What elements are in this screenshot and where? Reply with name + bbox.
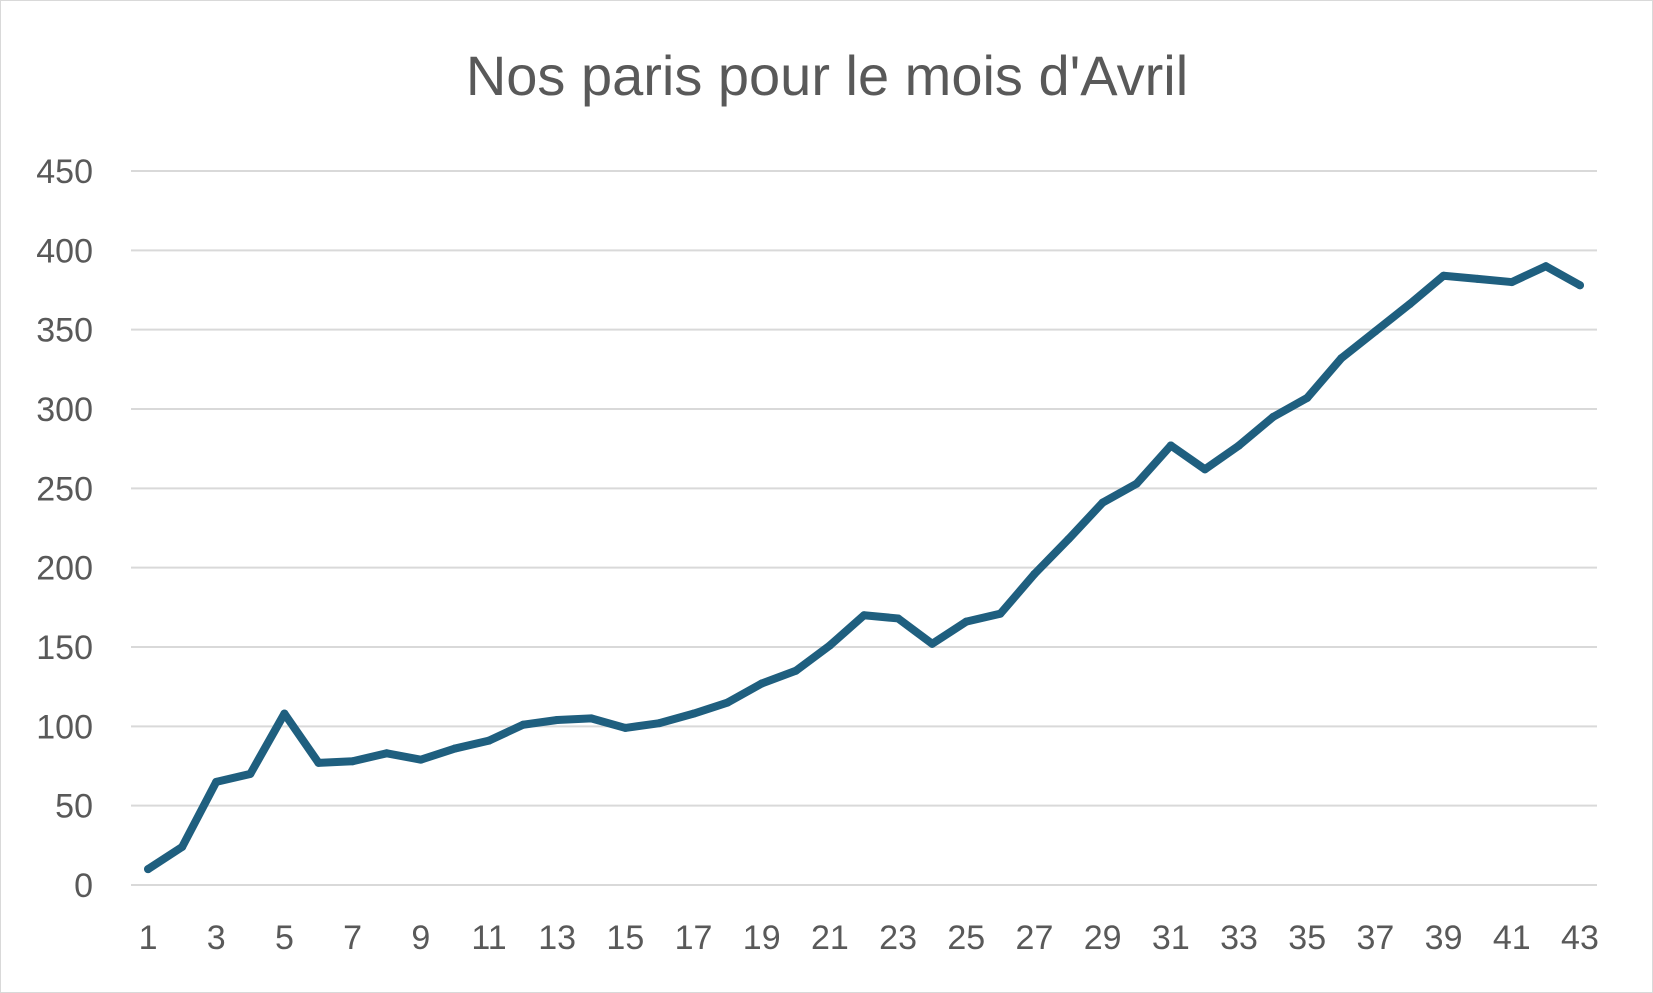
data-point — [280, 709, 289, 718]
data-point — [996, 609, 1005, 618]
data-point — [757, 679, 766, 688]
data-point — [1098, 498, 1107, 507]
data-point — [144, 865, 153, 874]
y-axis-tick-labels: 0 50 100 150 200 250 300 350 400 450 — [36, 153, 93, 905]
data-point — [689, 709, 698, 718]
data-point — [1337, 354, 1346, 363]
data-point — [1132, 479, 1141, 488]
data-point — [314, 758, 323, 767]
data-point — [621, 723, 630, 732]
data-point — [1269, 412, 1278, 421]
data-point — [519, 720, 528, 729]
data-point — [1439, 271, 1448, 280]
data-point — [1235, 441, 1244, 450]
data-point — [416, 755, 425, 764]
data-point — [1541, 262, 1550, 271]
data-point — [860, 611, 868, 620]
data-point — [962, 617, 971, 626]
x-tick-label: 39 — [1425, 919, 1463, 957]
x-axis-tick-labels: 1 3 5 7 9 11 13 15 17 19 21 23 25 27 29 31 33 35 37 39 41 43 — [139, 919, 1599, 957]
data-point — [655, 719, 664, 728]
data-point — [382, 749, 391, 758]
x-tick-label: 11 — [471, 919, 506, 957]
x-tick-label: 29 — [1084, 919, 1122, 957]
y-tick-label: 200 — [36, 550, 93, 588]
x-tick-label: 1 — [139, 919, 158, 957]
data-point — [1064, 535, 1073, 544]
x-tick-label: 35 — [1288, 919, 1326, 957]
y-tick-label: 400 — [36, 232, 93, 270]
data-point — [894, 614, 903, 623]
y-tick-label: 0 — [74, 867, 93, 905]
data-point — [1507, 278, 1516, 287]
x-tick-label: 43 — [1561, 919, 1599, 957]
x-tick-label: 41 — [1493, 919, 1531, 957]
x-tick-label: 23 — [879, 919, 917, 957]
x-tick-label: 25 — [947, 919, 985, 957]
data-point — [1200, 465, 1209, 474]
x-tick-label: 31 — [1152, 919, 1190, 957]
data-point — [587, 714, 596, 723]
data-point — [1166, 441, 1175, 450]
x-tick-label: 9 — [411, 919, 430, 957]
series-group — [144, 262, 1584, 874]
x-tick-label: 3 — [207, 919, 226, 957]
y-tick-label: 150 — [36, 629, 93, 667]
y-tick-label: 250 — [36, 470, 93, 508]
data-point — [1030, 570, 1039, 579]
y-tick-label: 450 — [36, 153, 93, 191]
gridlines — [131, 170, 1597, 886]
data-point — [928, 639, 937, 648]
x-tick-label: 17 — [675, 919, 713, 957]
x-tick-label: 19 — [743, 919, 781, 957]
x-tick-label: 15 — [606, 919, 644, 957]
data-point — [1371, 327, 1380, 336]
data-point — [212, 777, 221, 786]
data-point — [348, 757, 357, 766]
x-tick-label: 27 — [1016, 919, 1054, 957]
y-tick-label: 50 — [55, 788, 93, 826]
y-tick-label: 100 — [36, 708, 93, 746]
data-point — [825, 641, 834, 650]
data-point — [791, 666, 800, 675]
data-point — [1473, 274, 1482, 283]
data-point — [450, 744, 459, 753]
data-point — [553, 715, 562, 724]
y-tick-label: 300 — [36, 391, 93, 429]
chart-title: Nos paris pour le mois d'Avril — [466, 44, 1188, 107]
data-point — [1405, 300, 1414, 309]
data-point — [1575, 281, 1584, 290]
y-tick-label: 350 — [36, 312, 93, 350]
data-point — [246, 769, 255, 778]
x-tick-label: 7 — [343, 919, 362, 957]
x-tick-label: 37 — [1356, 919, 1394, 957]
data-point — [723, 698, 732, 707]
x-tick-label: 21 — [811, 919, 849, 957]
x-tick-label: 5 — [275, 919, 294, 957]
data-point — [1303, 393, 1312, 402]
x-tick-label: 33 — [1220, 919, 1258, 957]
data-point — [178, 842, 187, 851]
data-point — [484, 736, 493, 745]
x-tick-label: 13 — [538, 919, 576, 957]
